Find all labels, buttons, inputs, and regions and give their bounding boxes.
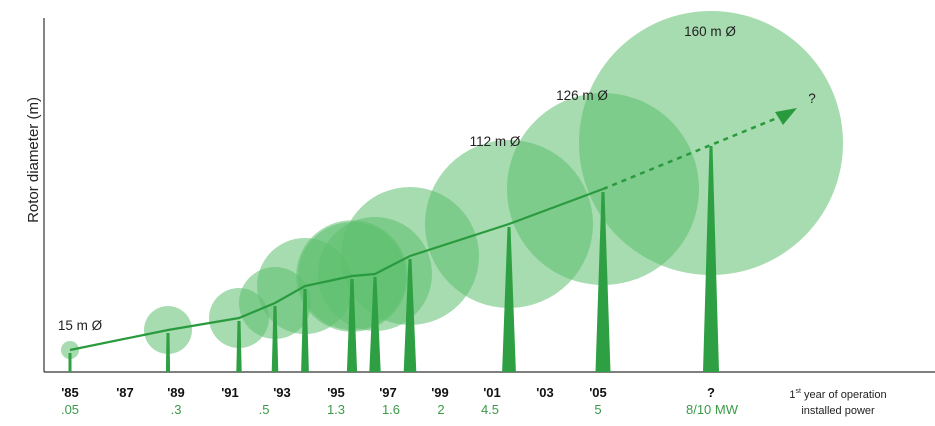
power-label: .3 [171, 402, 182, 417]
power-label: 2 [437, 402, 444, 417]
trend-end-label: ? [808, 91, 816, 106]
power-label: 8/10 MW [686, 402, 739, 417]
turbine-tower [165, 333, 171, 372]
turbine-tower [68, 353, 72, 372]
x-tick-label: '99 [431, 385, 449, 400]
trend-line: ? [69, 91, 816, 352]
rotor-circle [579, 11, 843, 275]
diameter-label: 112 m Ø [470, 134, 521, 149]
turbine-tower [502, 227, 516, 372]
x-tick-labels: '85 '87 '89 '91 '93 '95 '97 '99 '01 '03 '05? [61, 385, 715, 400]
power-label: .5 [259, 402, 270, 417]
diameter-labels: 15 m Ø 112 m Ø 126 m Ø 160 m Ø [58, 24, 737, 333]
axes [43, 18, 935, 373]
power-label: .05 [61, 402, 79, 417]
turbine-tower [301, 289, 309, 372]
x-tick-label: '91 [221, 385, 239, 400]
turbine-tower [236, 321, 242, 372]
diameter-label: 126 m Ø [556, 88, 608, 103]
power-labels: .05 .3 .5 1.3 1.6 2 4.5 5 8/10 MW [61, 402, 739, 417]
x-tick-label: '89 [167, 385, 185, 400]
diameter-label: 15 m Ø [58, 318, 103, 333]
rotor-circles [61, 11, 843, 359]
turbine-tower [403, 259, 417, 372]
trend-arrowhead [775, 108, 797, 125]
power-label: 1.6 [382, 402, 400, 417]
turbine-tower [369, 277, 381, 372]
x-tick-label: ? [707, 385, 715, 400]
trend-line-solid [69, 187, 604, 352]
x-tick-label: '03 [536, 385, 554, 400]
turbine-tower [595, 192, 611, 372]
x-tick-label: '97 [379, 385, 397, 400]
x-tick-label: '85 [61, 385, 79, 400]
x-axis-legend: 1st year of operation installed power [789, 388, 886, 417]
x-tick-label: '93 [273, 385, 291, 400]
power-label: 5 [594, 402, 601, 417]
turbine-tower [703, 146, 719, 372]
turbine-tower [271, 306, 279, 372]
trend-line-dashed [602, 114, 783, 191]
legend-installed-power: installed power [801, 405, 875, 417]
turbine-tower [346, 279, 358, 372]
diameter-label: 160 m Ø [684, 24, 736, 39]
power-label: 4.5 [481, 402, 499, 417]
x-tick-label: '95 [327, 385, 345, 400]
x-tick-label: '01 [483, 385, 501, 400]
power-label: 1.3 [327, 402, 345, 417]
x-tick-label: '87 [116, 385, 134, 400]
turbine-towers [68, 146, 719, 372]
legend-year-of-operation: 1st year of operation [789, 388, 886, 401]
x-tick-label: '05 [589, 385, 607, 400]
y-axis-label: Rotor diameter (m) [25, 97, 42, 223]
